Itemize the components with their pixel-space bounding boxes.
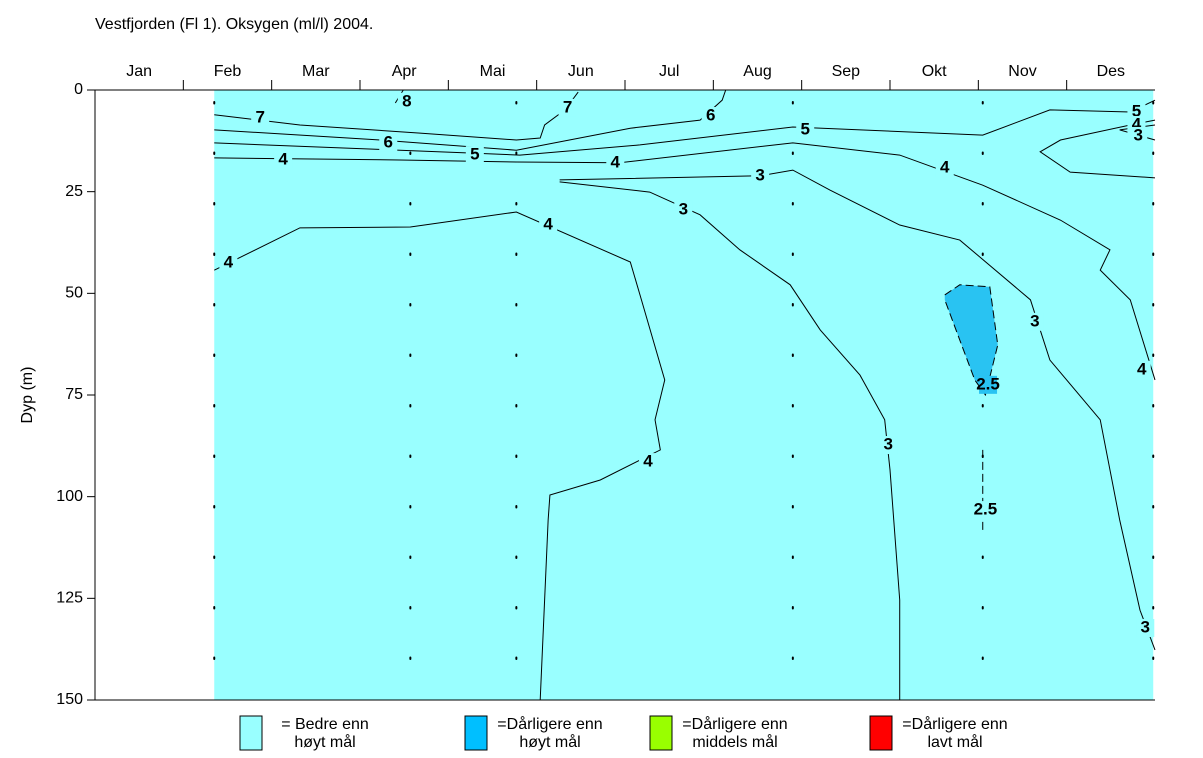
legend-swatch	[649, 715, 673, 751]
contour-label: 4	[940, 158, 950, 177]
data-area	[214, 90, 1154, 700]
contour-label: 4	[543, 214, 553, 233]
contour-label-bg	[935, 159, 954, 178]
contour-label-bg	[979, 375, 998, 394]
contour-label: 4	[643, 452, 653, 471]
contour-label: 3	[1133, 125, 1142, 144]
contour-label: 4	[611, 152, 621, 171]
contour-label-bg	[751, 166, 770, 185]
legend-label: høyt mål	[294, 733, 355, 751]
contour-label: 6	[706, 106, 715, 125]
x-tick-label: Jan	[126, 63, 152, 80]
contour-label-bg	[976, 501, 995, 520]
legend-label: lavt mål	[927, 733, 982, 751]
contour-label: 7	[563, 97, 572, 116]
legend-label: =Dårligere enn	[902, 715, 1007, 733]
x-tick-label: Sep	[832, 63, 861, 80]
x-tick-label: Aug	[743, 63, 771, 80]
contour-label: 5	[470, 145, 479, 164]
contour-label: 7	[255, 108, 264, 127]
x-tick-label: Nov	[1008, 63, 1036, 80]
contour-label: 4	[1132, 114, 1142, 133]
contour-label: 4	[278, 149, 288, 168]
contour-label: 4	[1137, 359, 1147, 378]
contour-label-bg	[606, 153, 625, 172]
legend-swatch	[464, 715, 488, 751]
x-tick-label: Jun	[568, 63, 594, 80]
contour-label: 4	[224, 252, 234, 271]
contour-label-bg	[1129, 126, 1148, 145]
legend-label: høyt mål	[519, 733, 580, 751]
contour-label-bg	[379, 133, 398, 152]
contour-label: 3	[1141, 618, 1150, 637]
contour-line	[214, 211, 666, 701]
y-tick-label: 100	[56, 488, 83, 505]
contour-label: 3	[755, 165, 764, 184]
contour-label: 2.5	[976, 374, 1000, 393]
contour-label-bg	[558, 98, 577, 117]
legend-swatch	[239, 715, 263, 751]
contour-line	[214, 99, 1156, 156]
y-tick-label: 75	[65, 386, 83, 403]
x-tick-label: Okt	[922, 63, 947, 80]
contour-label-bg	[638, 453, 657, 472]
y-tick-label: 50	[65, 285, 83, 302]
contour-label-bg	[397, 92, 416, 111]
chart-title: Vestfjorden (Fl 1). Oksygen (ml/l) 2004.	[95, 16, 373, 33]
contour-label-bg	[1132, 360, 1151, 379]
contour-label: 2.5	[974, 500, 998, 519]
contour-label: 8	[402, 91, 411, 110]
contour-label-bg	[879, 436, 898, 455]
contour-label: 3	[1030, 311, 1039, 330]
contour-label-bg	[1025, 312, 1044, 331]
contour-label-bg	[539, 216, 558, 235]
contour-label: 6	[384, 132, 393, 151]
x-tick-label: Jul	[659, 63, 679, 80]
y-tick-label: 0	[74, 81, 83, 98]
contour-label: 5	[800, 119, 809, 138]
y-tick-label: 125	[56, 590, 83, 607]
contour-label-bg	[674, 200, 693, 219]
x-tick-label: Feb	[214, 63, 242, 80]
legend-label: middels mål	[692, 733, 777, 751]
contour-label-bg	[219, 253, 238, 272]
contour-line	[559, 169, 1156, 651]
y-axis-label: Dyp (m)	[19, 367, 36, 424]
contour-label-bg	[701, 107, 720, 126]
x-tick-label: Mai	[480, 63, 506, 80]
x-tick-label: Des	[1097, 63, 1125, 80]
contour-label-bg	[1136, 619, 1155, 638]
contour-label: 5	[1132, 101, 1141, 120]
contour-label-bg	[251, 109, 270, 128]
x-tick-label: Mar	[302, 63, 330, 80]
contour-label-bg	[274, 150, 293, 169]
legend-swatch	[869, 715, 893, 751]
contour-label-bg	[796, 120, 815, 139]
legend-label: =Dårligere enn	[682, 715, 787, 733]
legend-label: =Dårligere enn	[497, 715, 602, 733]
y-tick-label: 150	[56, 691, 83, 708]
contour-label-bg	[465, 146, 484, 165]
contour-label: 3	[679, 199, 688, 218]
y-tick-label: 25	[65, 183, 83, 200]
legend-label: = Bedre enn	[281, 716, 369, 733]
contour-label: 3	[883, 435, 892, 454]
contour-line	[944, 284, 999, 397]
x-tick-label: Apr	[392, 63, 418, 80]
